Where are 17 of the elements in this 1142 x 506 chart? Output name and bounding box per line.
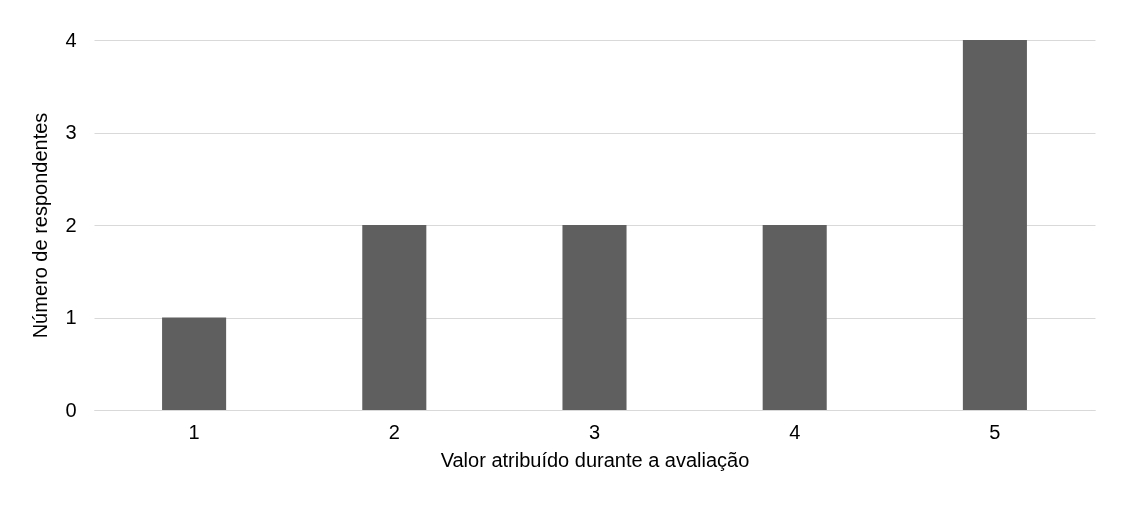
bar (362, 225, 427, 410)
y-tick-label: 3 (65, 121, 77, 143)
x-axis-title: Valor atribuído durante a avaliação (440, 448, 750, 471)
x-tick-label: 2 (388, 420, 400, 443)
bar (162, 317, 227, 410)
bar (762, 225, 827, 410)
y-axis-title: Número de respondentes (29, 112, 52, 339)
x-tick-label: 4 (789, 420, 801, 443)
y-tick-label: 2 (65, 213, 77, 236)
bar (962, 40, 1027, 410)
bar (562, 225, 627, 410)
x-tick-label: 3 (588, 420, 601, 443)
x-tick-label: 5 (989, 420, 1001, 443)
y-tick-label: 0 (65, 398, 77, 421)
y-tick-label: 4 (65, 28, 77, 51)
x-tick-label: 1 (188, 420, 200, 443)
y-tick-label: 1 (65, 306, 77, 328)
